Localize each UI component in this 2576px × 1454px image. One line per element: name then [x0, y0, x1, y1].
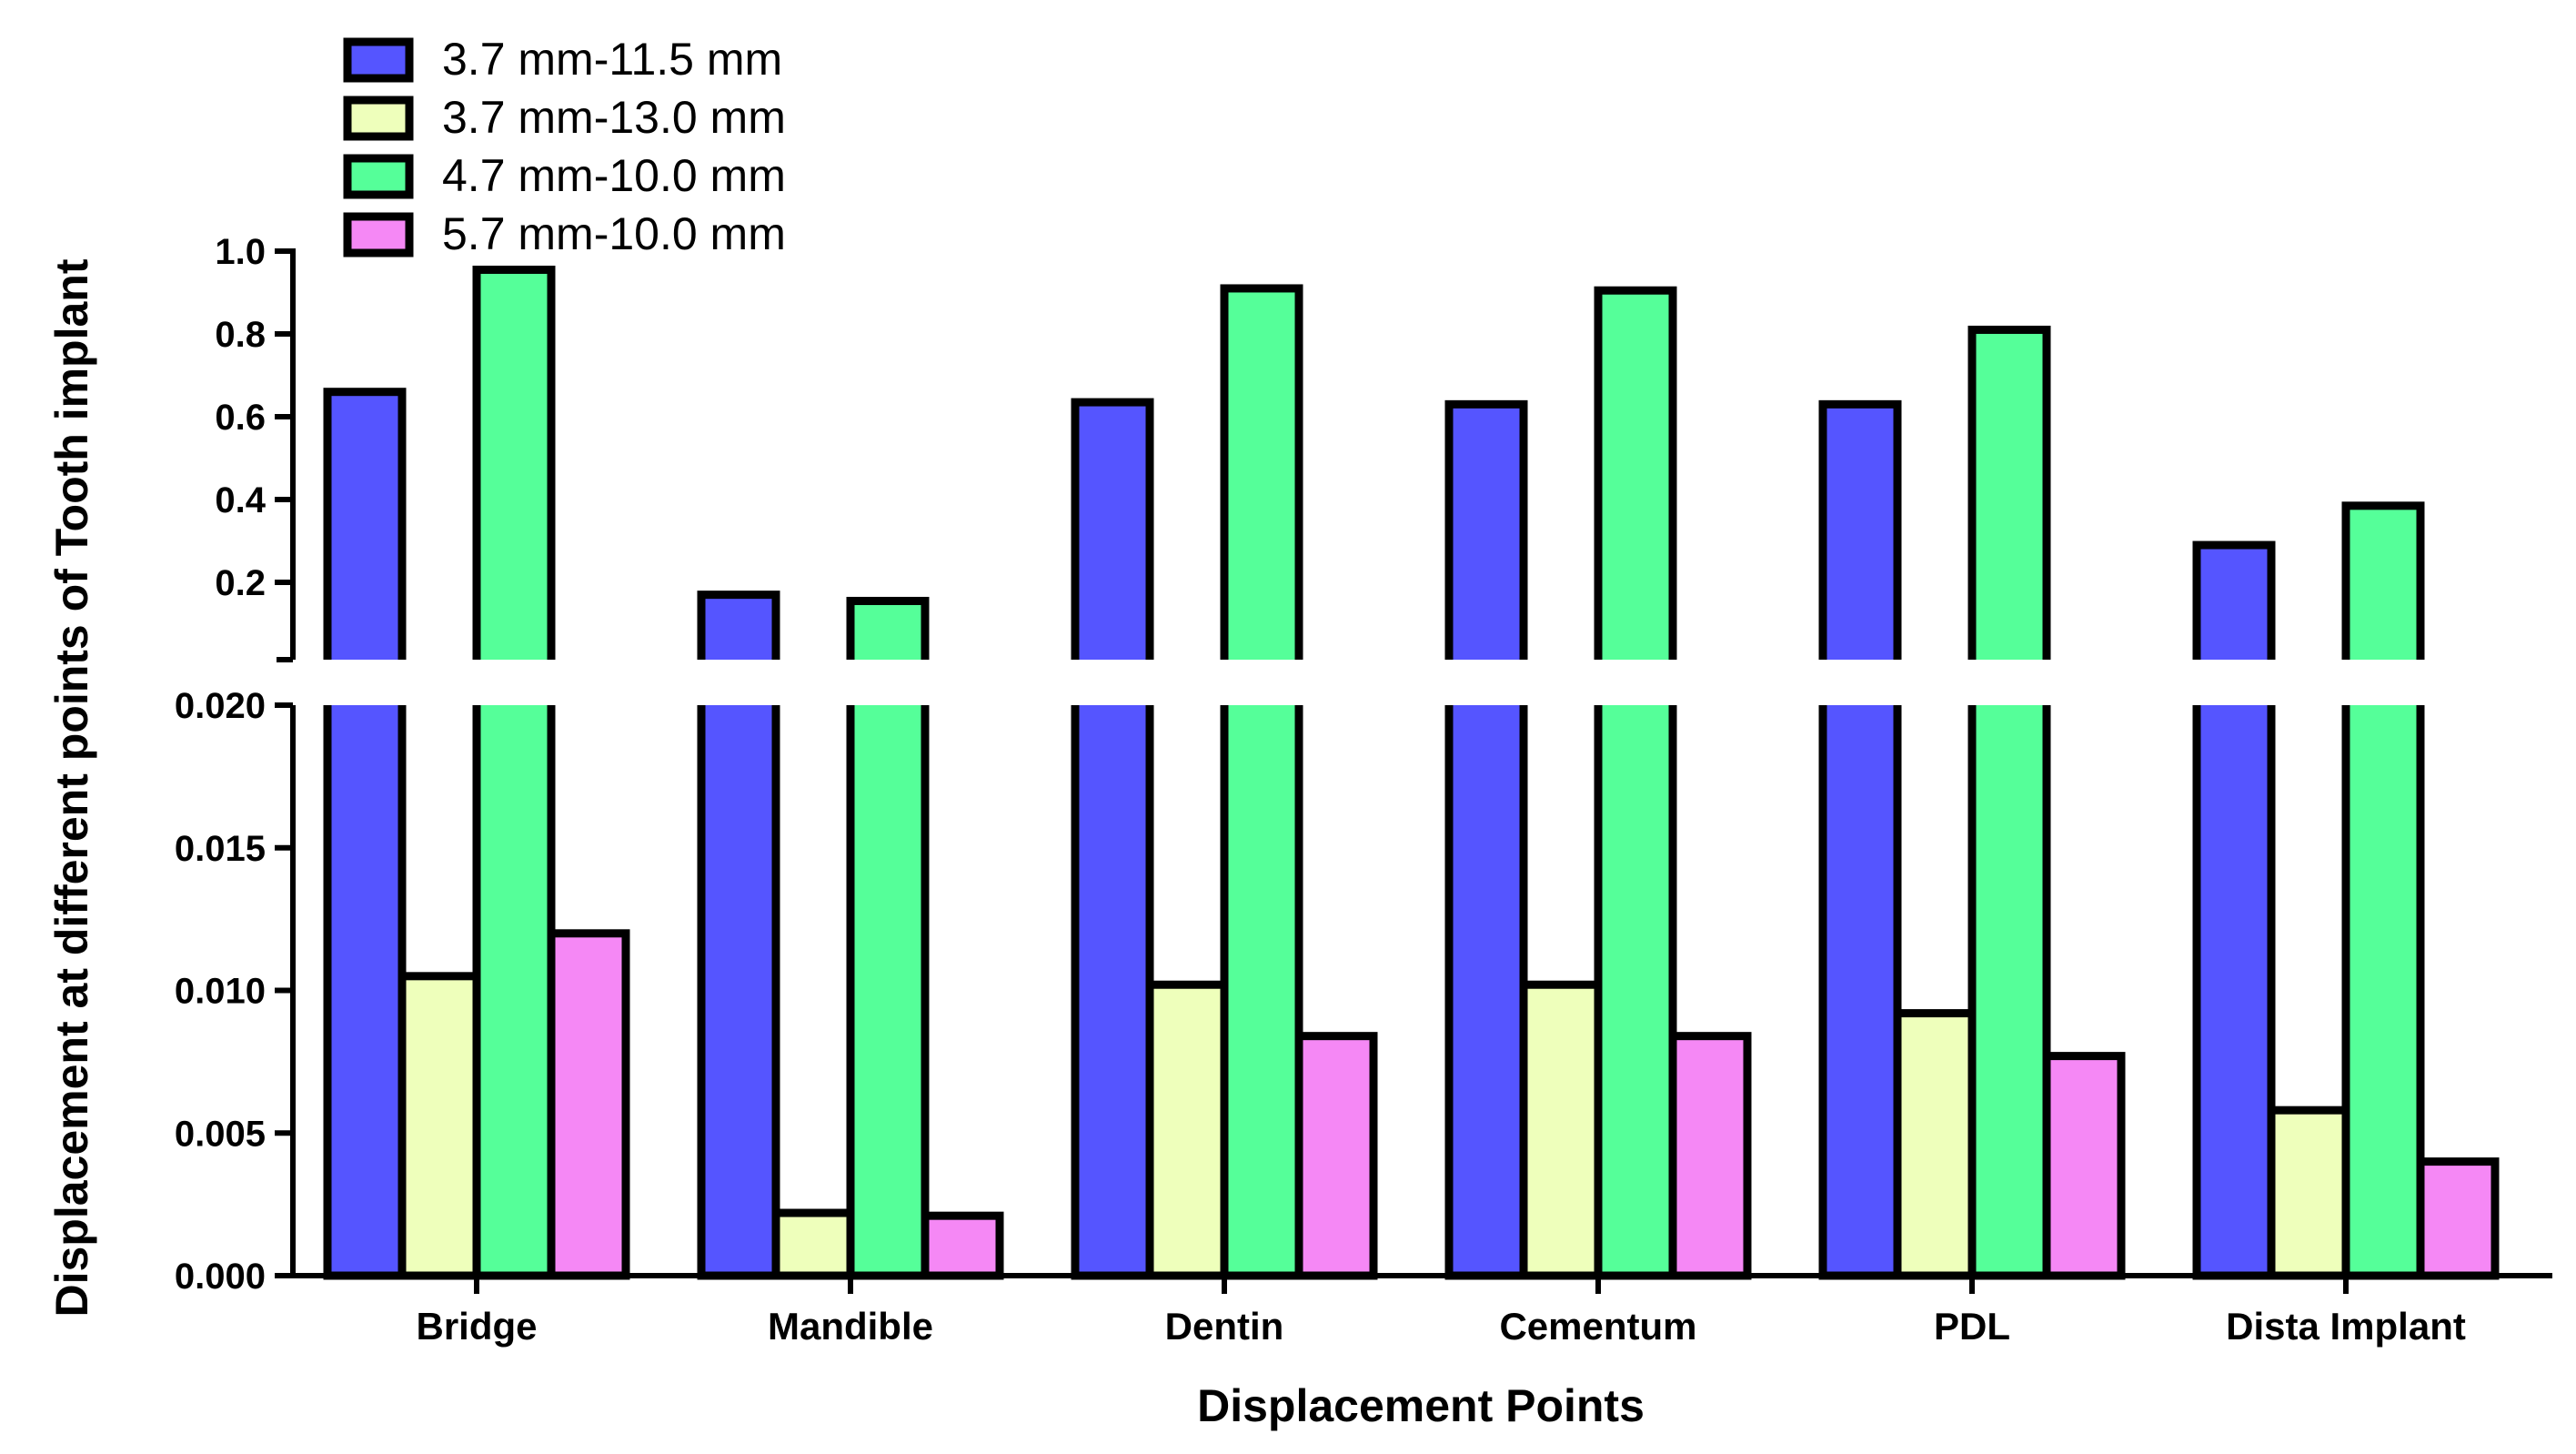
y-axis-title: Displacement at different points of Toot…: [46, 258, 97, 1317]
y-tick-label: 0.4: [215, 480, 266, 520]
bar-dista-implant-series-3: [2341, 501, 2425, 1280]
y-ticks-group: 0.000 0.005 0.010 0.015 0.020 0.2 0.4 0.6 0.8 1.0: [175, 232, 293, 1297]
y-tick-label: 0.010: [175, 972, 266, 1012]
y-tick-label: 0.015: [175, 829, 266, 869]
category-label: PDL: [1934, 1305, 2010, 1348]
y-tick-label: 0.2: [215, 563, 266, 603]
category-label: Dentin: [1165, 1305, 1284, 1348]
y-tick-label: 0.6: [215, 398, 266, 438]
legend-swatch-1: [343, 37, 414, 83]
category-label: Dista Implant: [2226, 1305, 2466, 1348]
x-categories-group: Bridge Mandible Dentin Cementum PDL Dista Imp…: [416, 1276, 2466, 1348]
bar-pdl-series-4: [2042, 1052, 2126, 1280]
bar-dentin-series-2: [1145, 980, 1229, 1280]
category-label: Cementum: [1499, 1305, 1696, 1348]
bar-dista-implant-series-2: [2267, 1106, 2350, 1280]
bar-pdl-series-2: [1893, 1009, 1977, 1280]
bar-dentin-series-4: [1294, 1032, 1378, 1280]
y-tick-label: 1.0: [215, 232, 266, 272]
y-tick-label: 0.005: [175, 1114, 266, 1154]
bar-dista-implant-series-1: [2192, 540, 2276, 1280]
category-label: Bridge: [416, 1305, 537, 1348]
y-tick-label: 0.000: [175, 1257, 266, 1297]
y-tick-label: 0.020: [175, 686, 266, 726]
legend-label-1: 3.7 mm-11.5 mm: [442, 34, 782, 85]
bar-dista-implant-series-4: [2416, 1157, 2500, 1280]
category-label: Mandible: [768, 1305, 933, 1348]
legend-swatch-2: [343, 96, 414, 141]
bar-dentin-series-3: [1220, 284, 1303, 1280]
bar-cementum-series-3: [1594, 286, 1677, 1280]
bar-dentin-series-1: [1071, 398, 1154, 1280]
legend-label-3: 4.7 mm-10.0 mm: [442, 150, 786, 201]
bar-cementum-series-4: [1668, 1032, 1752, 1280]
bar-bridge-series-2: [397, 972, 481, 1280]
bar-bridge-series-3: [472, 265, 556, 1280]
bar-bridge-series-1: [323, 388, 407, 1280]
bar-pdl-series-3: [1967, 325, 2051, 1280]
legend-label-4: 5.7 mm-10.0 mm: [442, 208, 786, 259]
legend-swatch-4: [343, 212, 414, 257]
bar-mandible-series-2: [771, 1208, 855, 1280]
bar-bridge-series-4: [547, 929, 630, 1280]
x-axis-title: Displacement Points: [1197, 1380, 1645, 1431]
bar-mandible-series-4: [921, 1211, 1004, 1280]
bar-cementum-series-1: [1444, 399, 1528, 1280]
bar-pdl-series-1: [1818, 399, 1902, 1280]
y-tick-label: 0.8: [215, 315, 266, 355]
axis-break-band: [297, 660, 2556, 705]
legend-label-2: 3.7 mm-13.0 mm: [442, 92, 786, 143]
bar-cementum-series-2: [1519, 980, 1603, 1280]
legend: 3.7 mm-11.5 mm 3.7 mm-13.0 mm 4.7 mm-10.0 …: [343, 34, 786, 259]
legend-swatch-3: [343, 154, 414, 199]
bars-group: [297, 265, 2556, 1280]
